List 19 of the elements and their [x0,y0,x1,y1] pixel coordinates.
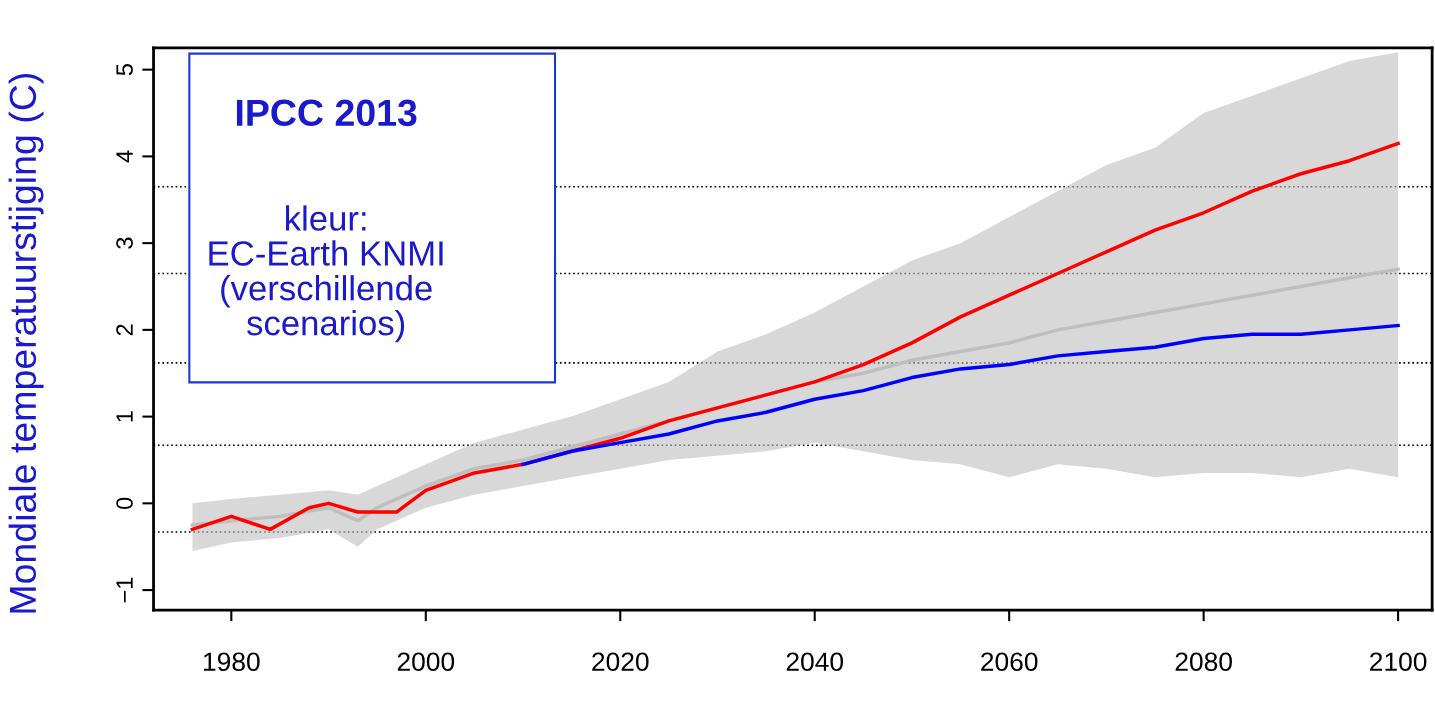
x-tick-label: 2080 [1175,652,1232,672]
line-series [190,141,1400,532]
y-tick-label: 2 [116,324,133,336]
y-tick-label: 5 [116,64,133,76]
y-tick-label: 0 [116,497,133,509]
x-tick-label: 2000 [397,652,455,672]
y-axis-title: Mondiale temperatuurstijging (C) [8,73,44,613]
y-tick-label: −1 [116,577,133,603]
y-tick-label: 4 [116,150,133,163]
text: IPCC 2013 [236,99,417,127]
x-tick-label: 2040 [786,652,844,672]
x-tick-label: 2100 [1370,652,1427,672]
y-tick-label: 1 [116,411,133,422]
x-tick-label: 2020 [592,652,649,672]
x-tick-label: 1980 [203,652,260,672]
annotation: kleur: EC-Earth KNMI (verschillende scenarios) [209,205,443,343]
line-series [521,323,1400,467]
x-tick-label: 2060 [981,652,1038,672]
y-tick-label: 3 [116,237,133,249]
